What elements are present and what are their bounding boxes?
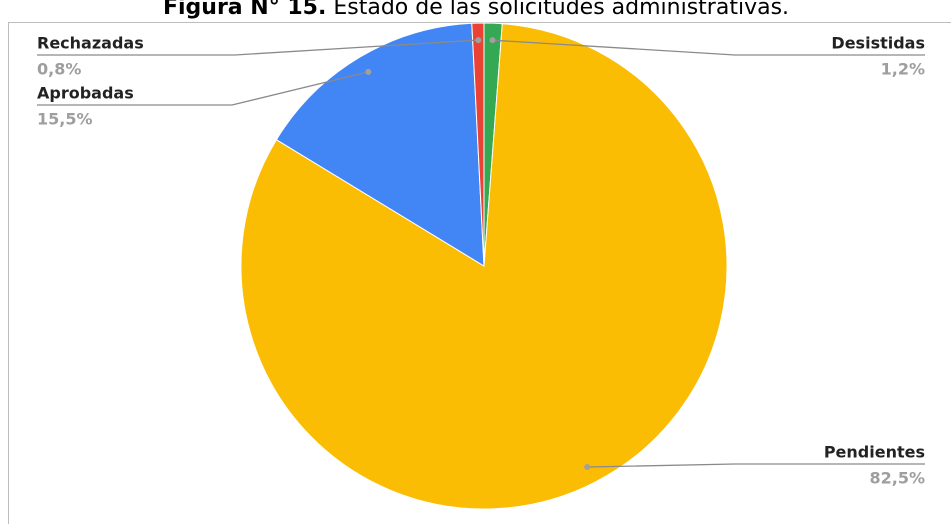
data-label: 1,2% — [881, 60, 925, 79]
leader-dot — [475, 37, 482, 44]
leader-line — [492, 39, 925, 56]
data-label: 82,5% — [869, 469, 925, 488]
leader-dot — [489, 37, 496, 44]
legend-label: Pendientes — [824, 443, 925, 462]
data-label: 0,8% — [37, 60, 81, 79]
chart-title: Figura N° 15. Estado de las solicitudes … — [163, 0, 789, 20]
legend-label: Aprobadas — [37, 84, 134, 103]
leader-line — [37, 39, 479, 56]
data-label: 15,5% — [37, 110, 93, 129]
leader-line — [587, 463, 925, 468]
title-text: Estado de las solicitudes administrativa… — [333, 0, 789, 20]
pie-slice — [471, 22, 485, 267]
pie-slice — [275, 22, 485, 267]
legend-label: Rechazadas — [37, 34, 144, 53]
leader-dot — [584, 464, 591, 471]
leader-dot — [365, 68, 372, 75]
title-label: Figura N° 15. — [163, 0, 326, 20]
leader-line — [37, 71, 369, 106]
legend-label: Desistidas — [831, 34, 925, 53]
